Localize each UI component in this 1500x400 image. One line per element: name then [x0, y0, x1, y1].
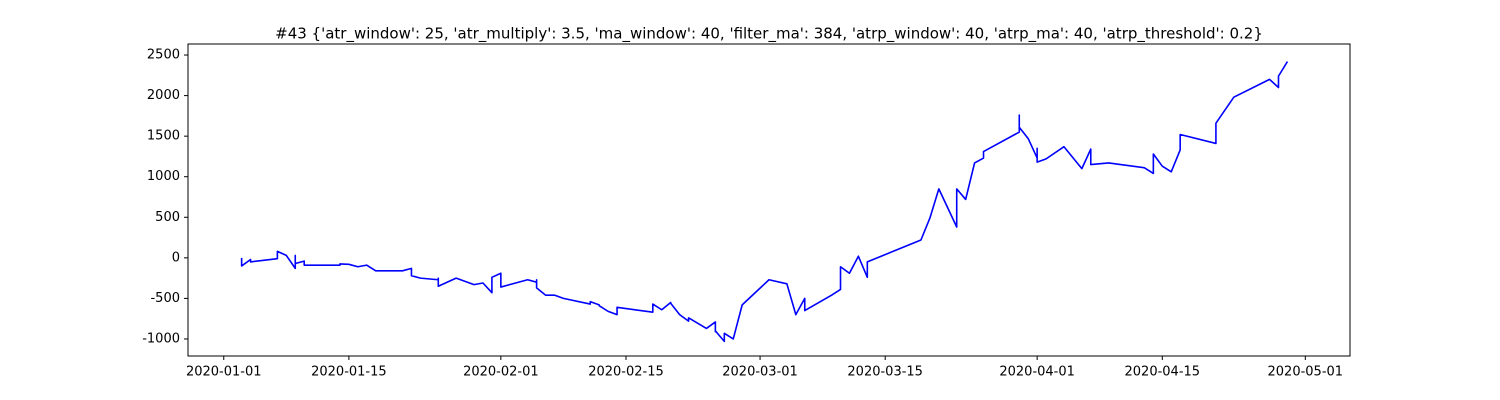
- x-tick-label: 2020-03-15: [847, 365, 923, 380]
- x-tick-label: 2020-05-01: [1268, 365, 1344, 380]
- y-tick-label: 2000: [147, 88, 180, 103]
- x-tick-label: 2020-03-01: [722, 365, 798, 380]
- y-tick-label: 1000: [147, 169, 180, 184]
- x-tick-label: 2020-01-01: [186, 365, 262, 380]
- x-tick-label: 2020-02-15: [588, 365, 664, 380]
- y-tick-label: -500: [150, 291, 180, 306]
- y-tick-label: -1000: [142, 331, 180, 346]
- y-tick-label: 0: [172, 250, 180, 265]
- x-tick-label: 2020-04-01: [999, 365, 1075, 380]
- plot-frame: [187, 43, 1351, 357]
- y-tick-label: 500: [155, 210, 180, 225]
- y-tick-label: 2500: [147, 48, 180, 63]
- x-tick-label: 2020-02-01: [463, 365, 539, 380]
- line-series: [240, 61, 1289, 343]
- y-tick-label: 1500: [147, 129, 180, 144]
- x-tick-label: 2020-04-15: [1125, 365, 1201, 380]
- x-tick-label: 2020-01-15: [311, 365, 387, 380]
- chart-title: #43 {'atr_window': 25, 'atr_multiply': 3…: [275, 25, 1263, 44]
